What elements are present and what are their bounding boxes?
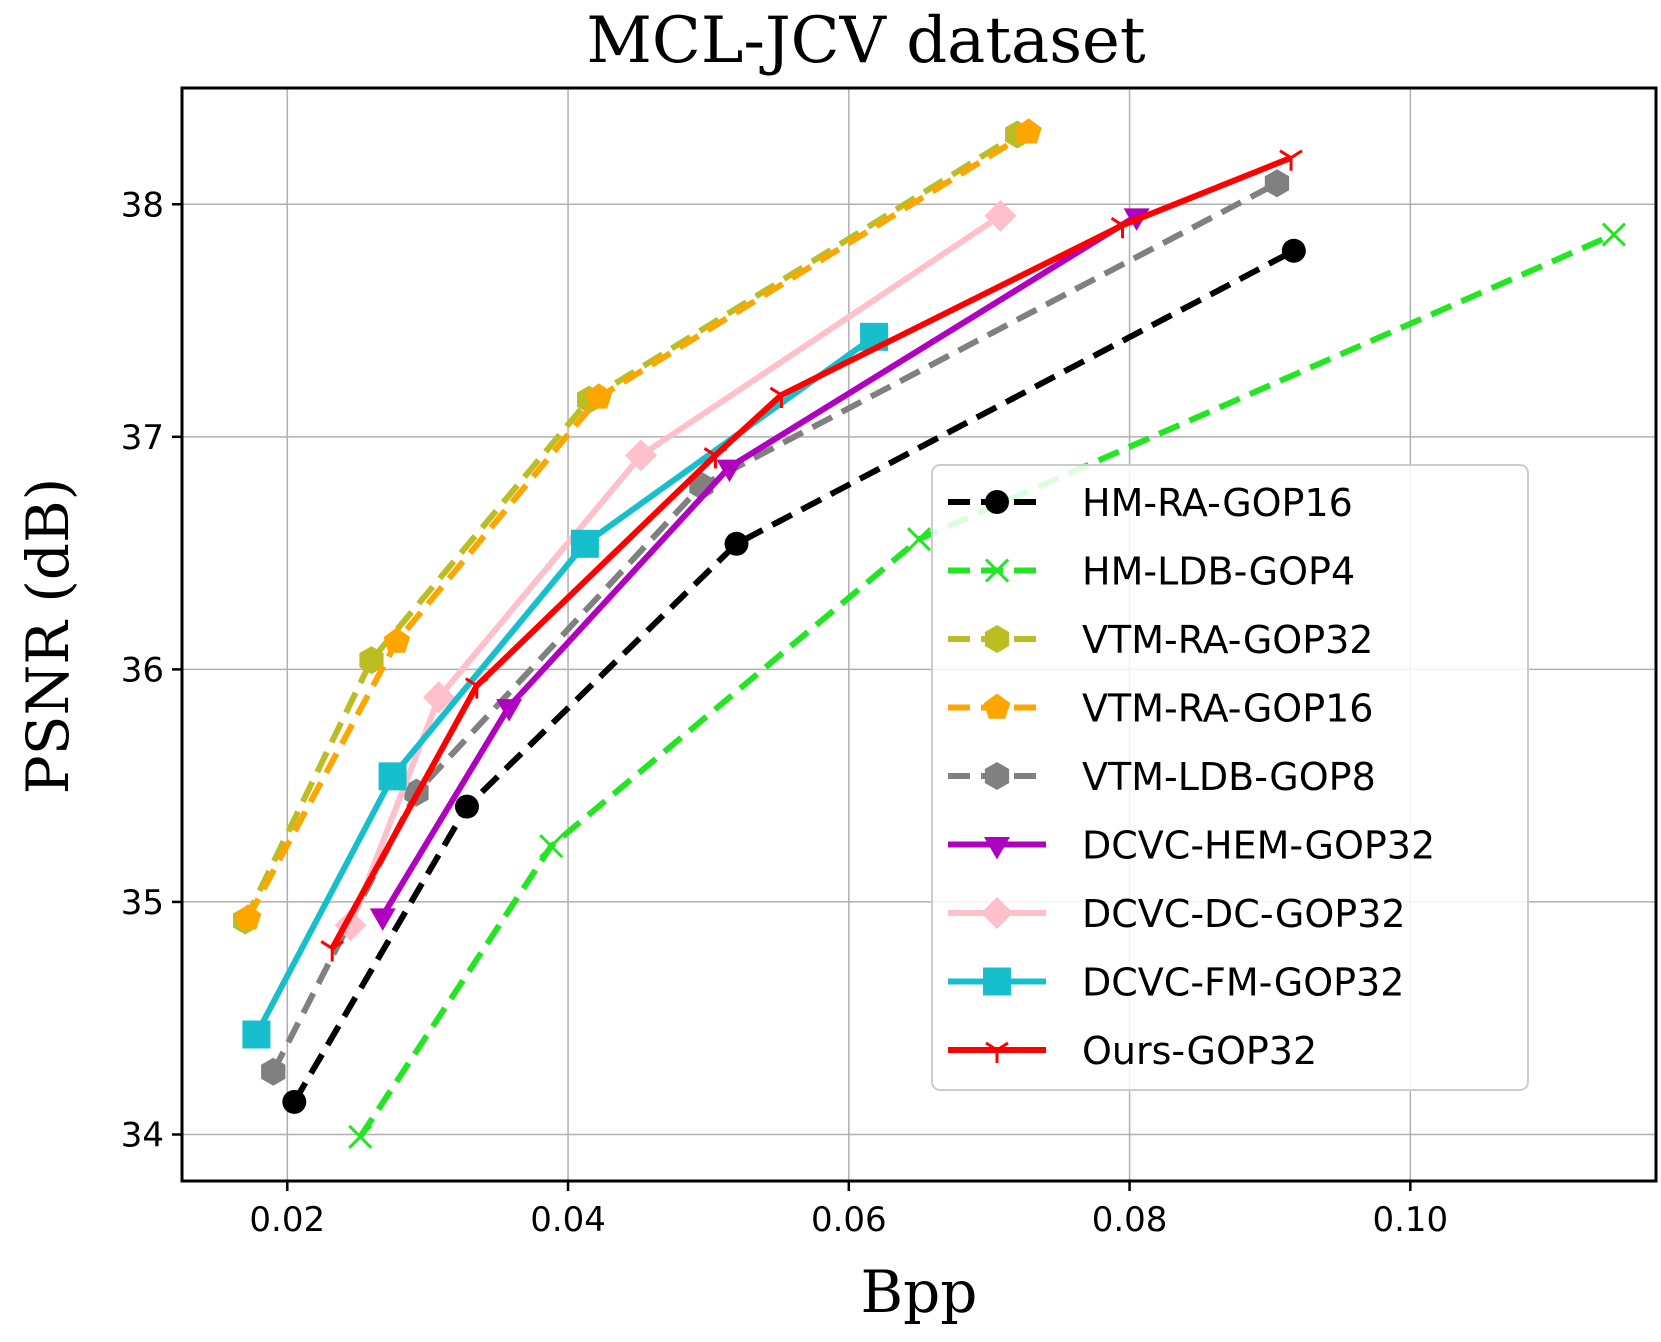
y-tick-label: 36 (121, 650, 164, 690)
data-point (703, 447, 728, 469)
series-vtm-ra-gop16 (234, 118, 1042, 930)
data-point (570, 529, 599, 558)
data-point (378, 762, 407, 791)
plot-area-frame (180, 86, 1658, 1183)
series-line (242, 131, 1019, 922)
series-vtm-ra-gop32 (233, 120, 1030, 935)
legend-label: HM-RA-GOP16 (1082, 481, 1353, 525)
legend-box (931, 464, 1529, 1091)
data-point (242, 1020, 271, 1049)
data-point (1281, 238, 1306, 263)
legend-marker (984, 837, 1010, 860)
x-axis-label: Bpp (861, 1258, 978, 1326)
series-ours-gop32 (320, 149, 1303, 962)
data-point (1264, 169, 1290, 198)
x-tick-label: 0.10 (1372, 1200, 1448, 1240)
y-tick-label: 34 (121, 1115, 164, 1155)
legend-marker (981, 897, 1013, 929)
series-line (270, 180, 1279, 1074)
x-tick-label: 0.08 (1092, 1200, 1168, 1240)
y-tick-label: 37 (121, 418, 164, 458)
series-hm-ra-gop16 (282, 238, 1306, 1114)
y-axis-label: PSNR (dB) (14, 478, 82, 795)
data-point (234, 904, 262, 930)
series-layer (233, 118, 1626, 1149)
x-tick-label: 0.04 (530, 1200, 606, 1240)
legend-label: VTM-LDB-GOP8 (1082, 755, 1376, 799)
data-point (422, 681, 455, 714)
data-point (539, 834, 564, 859)
data-point (769, 386, 794, 408)
data-point (320, 940, 345, 962)
data-point (464, 677, 489, 699)
x-tick-label: 0.06 (811, 1200, 887, 1240)
data-point (1015, 118, 1042, 144)
legend-marker (984, 762, 1010, 790)
data-point (261, 1057, 286, 1086)
data-point (724, 531, 749, 556)
legend: HM-RA-GOP16 HM-LDB-GOP4 VTM-RA-GOP32 VTM-RA… (931, 464, 1529, 1091)
legend-label: DCVC-FM-GOP32 (1082, 961, 1404, 1005)
data-point (906, 527, 932, 552)
series-line (380, 213, 1139, 918)
legend-label: HM-LDB-GOP4 (1082, 550, 1355, 594)
legend-marker (983, 693, 1011, 719)
axis-ticks: 0.02 0.04 0.06 0.08 0.10 34 35 36 37 38 (121, 185, 1448, 1240)
data-point (369, 908, 396, 931)
legend-marker (984, 625, 1010, 653)
data-point (1110, 216, 1135, 239)
data-point (454, 794, 479, 819)
legend-label: Ours-GOP32 (1082, 1029, 1317, 1073)
series-dcvc-dc-gop32 (334, 199, 1017, 942)
data-point (585, 383, 613, 409)
legend-label: DCVC-HEM-GOP32 (1082, 824, 1435, 868)
data-point (1601, 222, 1626, 247)
legend-marker (985, 490, 1009, 514)
data-point (348, 1124, 373, 1149)
legend-marker (984, 558, 1010, 583)
series-line (245, 129, 1031, 920)
data-point (383, 627, 411, 653)
data-point (496, 699, 523, 722)
legend-marker (985, 1041, 1009, 1063)
x-tick-label: 0.02 (249, 1200, 325, 1240)
data-point (716, 459, 743, 483)
data-point (282, 1089, 307, 1114)
series-line (357, 231, 1616, 1139)
chart-title: MCL-JCV dataset (586, 4, 1146, 78)
data-point (984, 199, 1017, 232)
data-point (625, 439, 657, 472)
series-line (291, 248, 1296, 1104)
legend-label: VTM-RA-GOP32 (1082, 618, 1373, 662)
series-hm-ldb-gop4 (348, 222, 1626, 1149)
legend-marker (983, 967, 1011, 996)
data-point (359, 646, 384, 675)
y-tick-label: 38 (121, 185, 164, 225)
legend-label: DCVC-DC-GOP32 (1082, 892, 1406, 936)
data-point (1279, 149, 1303, 171)
y-tick-label: 35 (121, 883, 164, 923)
series-line (347, 213, 1003, 927)
legend-label: VTM-RA-GOP16 (1082, 687, 1373, 731)
series-line (329, 155, 1293, 950)
